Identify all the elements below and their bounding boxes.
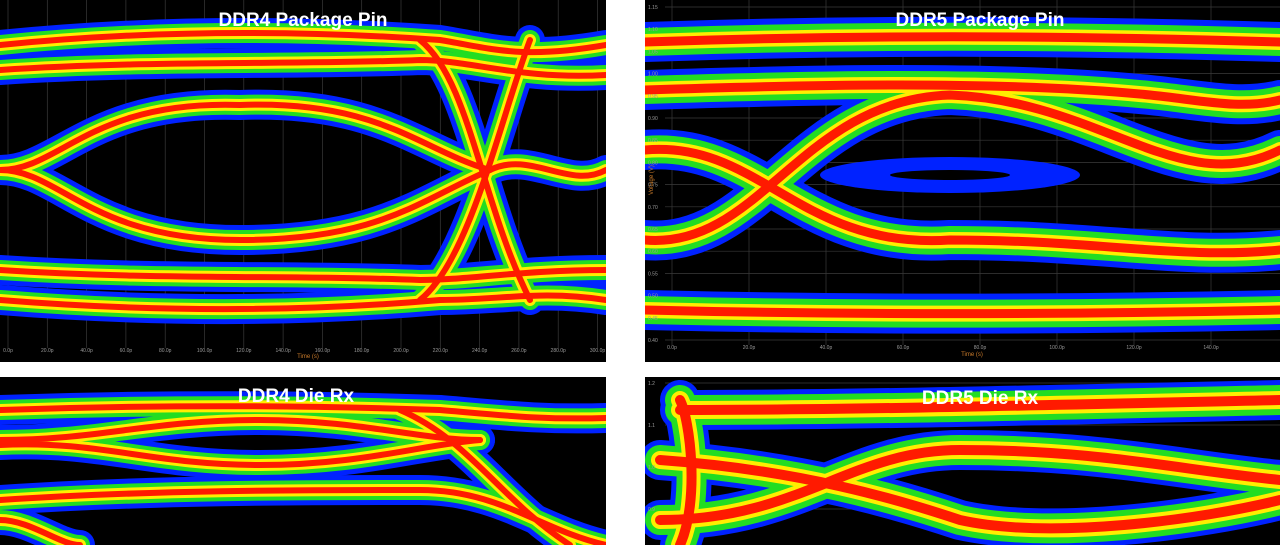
panel-title: DDR5 Package Pin xyxy=(896,10,1065,31)
x-axis-label: Time (s) xyxy=(297,354,319,360)
x-tick-label: 240.0p xyxy=(472,348,488,354)
x-tick-label: 100.0p xyxy=(197,348,213,354)
y-tick-label: 0.65 xyxy=(648,227,658,233)
y-tick-label: 1.05 xyxy=(648,49,658,55)
y-tick-label: 1.0 xyxy=(648,465,655,471)
y-tick-label: 0.90 xyxy=(648,116,658,122)
y-tick-label: 0.70 xyxy=(648,205,658,211)
x-tick-label: 40.0p xyxy=(80,348,93,354)
eye-diagram xyxy=(645,37,1280,314)
x-tick-label: 280.0p xyxy=(551,348,567,354)
panel-title: DDR4 Package Pin xyxy=(219,10,388,31)
y-tick-label: 0.50 xyxy=(648,294,658,300)
y-tick-label: 0.95 xyxy=(648,94,658,100)
x-tick-label: 80.0p xyxy=(974,345,987,351)
panel-title: DDR5 Die Rx xyxy=(922,388,1039,409)
x-tick-label: 80.0p xyxy=(159,348,172,354)
x-tick-label: 160.0p xyxy=(315,348,331,354)
y-tick-label: 1.1 xyxy=(648,423,655,429)
x-tick-label: 120.0p xyxy=(236,348,252,354)
panel-title: DDR4 Die Rx xyxy=(238,386,355,407)
x-tick-label: 300.0p xyxy=(590,348,606,354)
x-tick-label: 120.0p xyxy=(1126,345,1142,351)
x-tick-label: 140.0p xyxy=(1203,345,1219,351)
y-tick-label: 0.9 xyxy=(648,507,655,513)
x-tick-label: 140.0p xyxy=(275,348,291,354)
y-tick-label: 0.40 xyxy=(648,338,658,344)
y-axis-label: Voltage (V) xyxy=(649,165,655,195)
y-tick-label: 1.2 xyxy=(648,381,655,387)
y-tick-label: 1.10 xyxy=(648,27,658,33)
x-tick-label: 20.0p xyxy=(743,345,756,351)
y-tick-label: 0.85 xyxy=(648,138,658,144)
x-tick-label: 60.0p xyxy=(120,348,133,354)
x-tick-label: 180.0p xyxy=(354,348,370,354)
y-tick-label: 0.80 xyxy=(648,160,658,166)
x-axis-label: Time (s) xyxy=(961,352,983,358)
x-tick-label: 0.0p xyxy=(3,348,13,354)
x-tick-label: 60.0p xyxy=(897,345,910,351)
x-tick-label: 20.0p xyxy=(41,348,54,354)
x-tick-label: 260.0p xyxy=(511,348,527,354)
x-tick-label: 200.0p xyxy=(393,348,409,354)
x-tick-label: 100.0p xyxy=(1049,345,1065,351)
y-tick-label: 0.75 xyxy=(648,183,658,189)
y-tick-label: 1.00 xyxy=(648,72,658,78)
x-tick-label: 220.0p xyxy=(433,348,449,354)
y-tick-label: 1.15 xyxy=(648,5,658,11)
x-tick-label: 0.0p xyxy=(667,345,677,351)
y-tick-label: 0.60 xyxy=(648,249,658,255)
y-tick-label: 0.45 xyxy=(648,316,658,322)
y-tick-label: 0.55 xyxy=(648,271,658,277)
x-tick-label: 40.0p xyxy=(820,345,833,351)
